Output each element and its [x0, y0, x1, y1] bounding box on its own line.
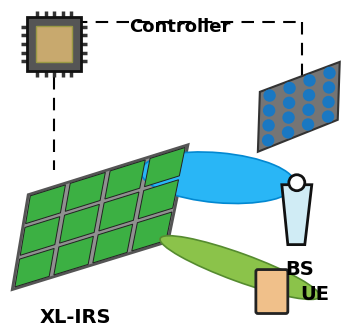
- Circle shape: [303, 104, 314, 115]
- Polygon shape: [282, 185, 312, 245]
- Polygon shape: [144, 147, 185, 187]
- Text: BS: BS: [285, 260, 314, 279]
- Circle shape: [263, 135, 274, 146]
- Polygon shape: [99, 192, 139, 231]
- Circle shape: [283, 112, 294, 123]
- Polygon shape: [93, 224, 133, 263]
- Circle shape: [284, 83, 295, 94]
- Circle shape: [302, 119, 314, 130]
- Polygon shape: [105, 160, 145, 199]
- Circle shape: [324, 67, 335, 78]
- Circle shape: [289, 175, 305, 191]
- Polygon shape: [15, 248, 54, 287]
- Polygon shape: [132, 212, 172, 251]
- Polygon shape: [60, 204, 100, 243]
- Text: XL-IRS: XL-IRS: [39, 307, 111, 326]
- Polygon shape: [12, 145, 188, 290]
- Polygon shape: [54, 236, 93, 275]
- Circle shape: [264, 90, 275, 101]
- Text: Controller: Controller: [129, 18, 231, 36]
- Circle shape: [323, 97, 334, 108]
- Circle shape: [283, 127, 294, 138]
- Circle shape: [284, 97, 294, 108]
- Circle shape: [304, 75, 315, 86]
- Polygon shape: [65, 172, 105, 211]
- Polygon shape: [20, 217, 60, 255]
- Circle shape: [263, 120, 274, 131]
- Polygon shape: [26, 185, 65, 224]
- Circle shape: [303, 90, 315, 101]
- Polygon shape: [138, 180, 179, 219]
- Text: UE: UE: [300, 285, 329, 304]
- FancyBboxPatch shape: [256, 270, 288, 313]
- FancyBboxPatch shape: [27, 17, 81, 71]
- Ellipse shape: [160, 236, 320, 299]
- Polygon shape: [258, 62, 340, 152]
- FancyBboxPatch shape: [36, 26, 72, 62]
- Circle shape: [323, 111, 333, 122]
- Circle shape: [263, 105, 275, 116]
- Ellipse shape: [141, 152, 295, 204]
- Circle shape: [324, 82, 334, 93]
